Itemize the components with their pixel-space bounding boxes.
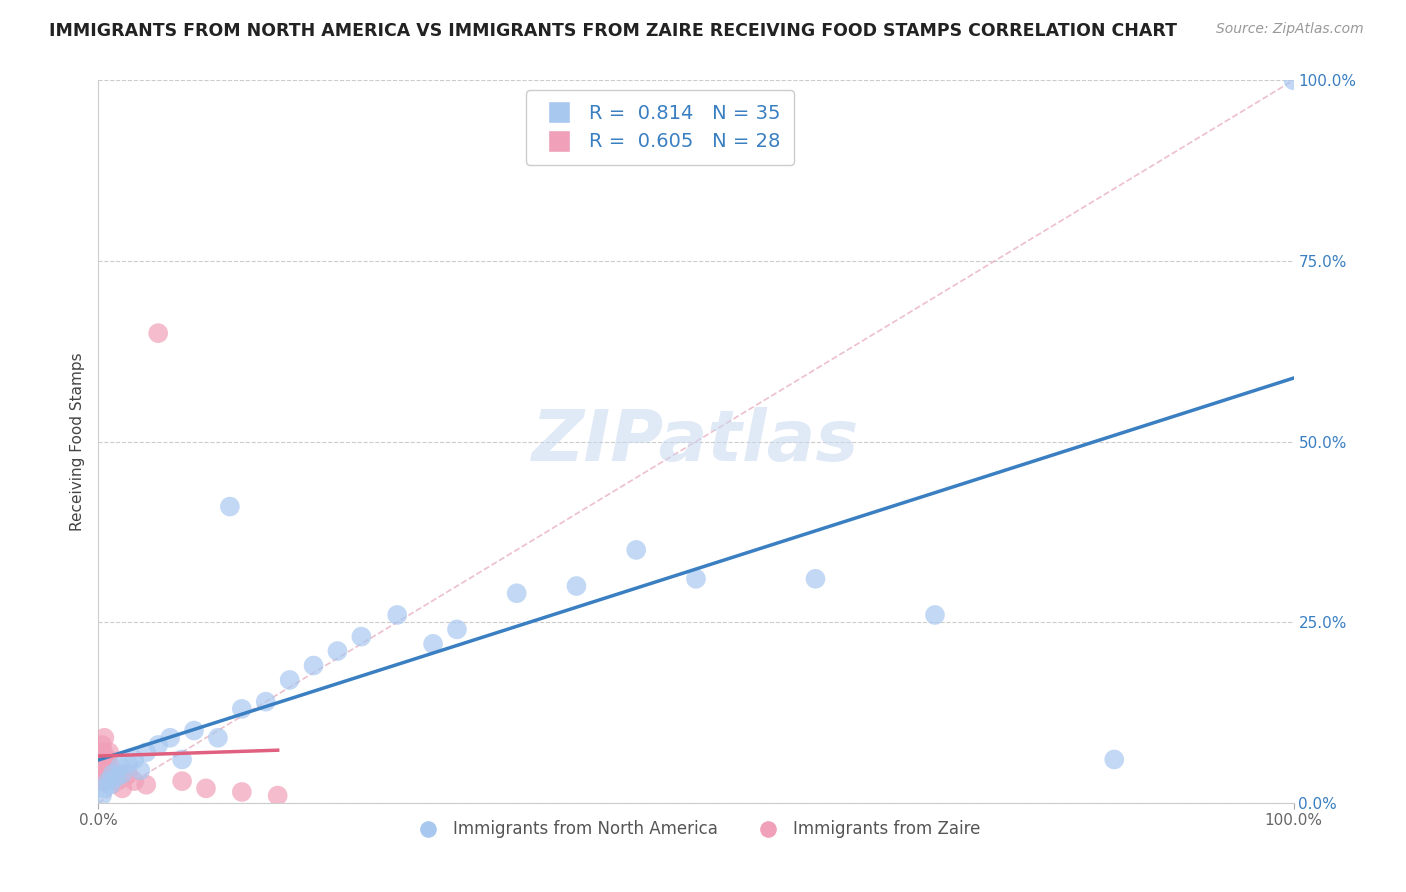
Point: [267, 789, 290, 803]
Point: [98, 778, 122, 792]
Point: [148, 738, 170, 752]
Point: [446, 623, 468, 637]
Point: [135, 778, 157, 792]
Text: IMMIGRANTS FROM NORTH AMERICA VS IMMIGRANTS FROM ZAIRE RECEIVING FOOD STAMPS COR: IMMIGRANTS FROM NORTH AMERICA VS IMMIGRA…: [49, 22, 1177, 40]
Point: [90, 774, 112, 789]
Y-axis label: Receiving Food Stamps: Receiving Food Stamps: [70, 352, 86, 531]
Point: [89, 760, 111, 774]
Point: [91, 767, 114, 781]
Point: [207, 731, 229, 745]
Point: [302, 658, 325, 673]
Text: ZIPatlas: ZIPatlas: [533, 407, 859, 476]
Point: [626, 542, 648, 557]
Point: [90, 745, 112, 759]
Point: [117, 767, 139, 781]
Point: [89, 767, 111, 781]
Point: [129, 764, 152, 778]
Point: [108, 760, 131, 774]
Point: [159, 731, 181, 745]
Point: [350, 630, 373, 644]
Point: [172, 752, 194, 766]
Point: [105, 771, 128, 785]
Point: [91, 738, 114, 752]
Point: [111, 781, 134, 796]
Point: [98, 745, 121, 759]
Point: [111, 767, 134, 781]
Point: [98, 760, 122, 774]
Point: [97, 752, 120, 766]
Point: [124, 752, 146, 766]
Text: Source: ZipAtlas.com: Source: ZipAtlas.com: [1216, 22, 1364, 37]
Point: [94, 760, 117, 774]
Point: [385, 607, 409, 622]
Point: [96, 767, 118, 781]
Point: [924, 607, 946, 622]
Point: [97, 774, 120, 789]
Point: [326, 644, 349, 658]
Point: [183, 723, 205, 738]
Point: [91, 760, 114, 774]
Point: [278, 673, 301, 687]
Point: [135, 745, 157, 759]
Point: [90, 752, 112, 766]
Point: [148, 326, 170, 341]
Point: [101, 767, 124, 781]
Point: [117, 756, 139, 770]
Point: [231, 785, 253, 799]
Point: [1282, 73, 1305, 87]
Point: [91, 774, 114, 789]
Point: [254, 695, 277, 709]
Point: [105, 774, 128, 789]
Point: [93, 752, 115, 766]
Point: [219, 500, 242, 514]
Point: [172, 774, 194, 789]
Point: [101, 767, 124, 781]
Point: [804, 572, 827, 586]
Legend: Immigrants from North America, Immigrants from Zaire: Immigrants from North America, Immigrant…: [405, 814, 987, 845]
Point: [422, 637, 444, 651]
Point: [685, 572, 707, 586]
Point: [195, 781, 218, 796]
Point: [93, 731, 115, 745]
Point: [124, 774, 146, 789]
Point: [93, 781, 115, 796]
Point: [565, 579, 588, 593]
Point: [231, 702, 253, 716]
Point: [91, 789, 114, 803]
Point: [1104, 752, 1126, 766]
Point: [91, 745, 114, 759]
Point: [506, 586, 529, 600]
